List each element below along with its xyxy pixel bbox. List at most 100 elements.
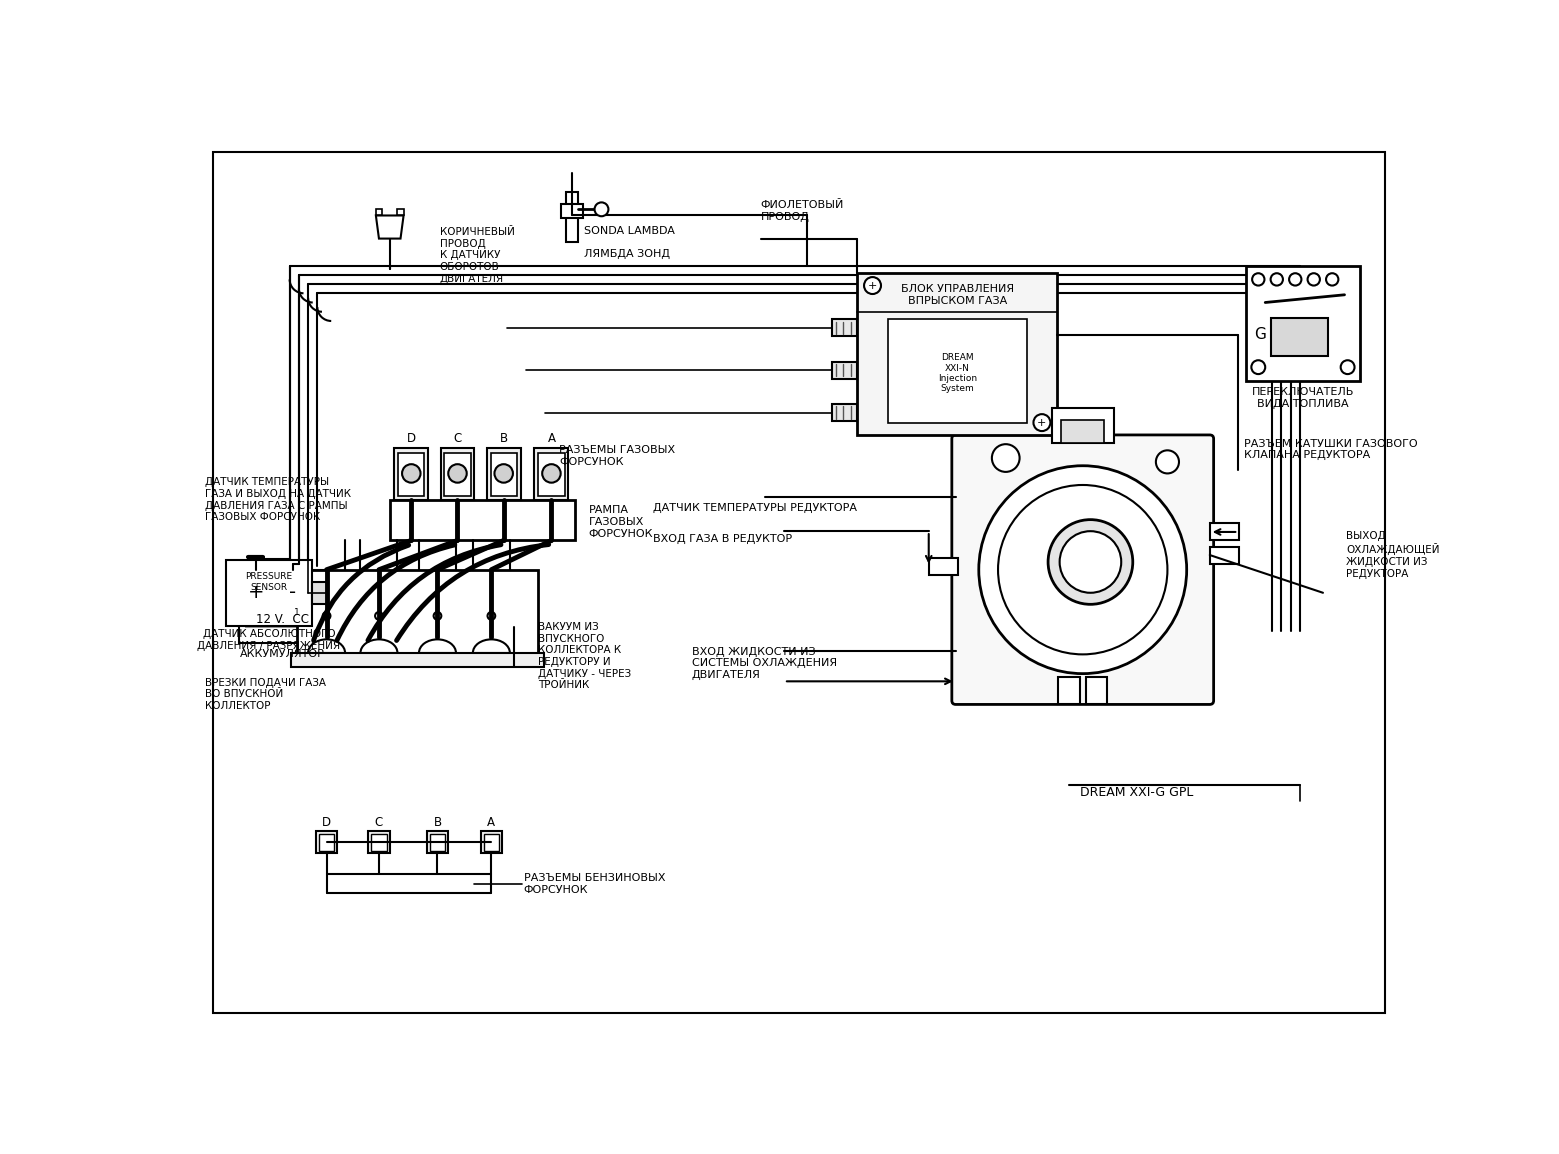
Bar bbox=[1052, 409, 1113, 443]
Text: ПЕРЕКЛЮЧАТЕЛЬ
ВИДА ТОПЛИВА: ПЕРЕКЛЮЧАТЕЛЬ ВИДА ТОПЛИВА bbox=[1252, 387, 1355, 409]
Text: РАЗЪЕМЫ ГАЗОВЫХ
ФОРСУНОК: РАЗЪЕМЫ ГАЗОВЫХ ФОРСУНОК bbox=[560, 445, 675, 466]
Text: РАМПА
ГАЗОВЫХ
ФОРСУНОК: РАМПА ГАЗОВЫХ ФОРСУНОК bbox=[588, 505, 653, 539]
Bar bbox=[889, 320, 1026, 424]
Circle shape bbox=[449, 464, 466, 482]
Text: КОРИЧНЕВЫЙ
ПРОВОД
К ДАТЧИКУ
ОБОРОТОВ
ДВИГАТЕЛЯ: КОРИЧНЕВЫЙ ПРОВОД К ДАТЧИКУ ОБОРОТОВ ДВИ… bbox=[440, 227, 514, 284]
Bar bbox=[371, 834, 387, 850]
Bar bbox=[1085, 677, 1107, 704]
Text: G: G bbox=[1253, 328, 1266, 343]
Circle shape bbox=[594, 202, 608, 216]
Circle shape bbox=[1341, 360, 1355, 374]
Circle shape bbox=[543, 464, 561, 482]
Circle shape bbox=[998, 485, 1168, 654]
Circle shape bbox=[1060, 531, 1121, 593]
Circle shape bbox=[1327, 273, 1338, 285]
Text: ВРЕЗКИ ПОДАЧИ ГАЗА
ВО ВПУСКНОЙ
КОЛЛЕКТОР: ВРЕЗКИ ПОДАЧИ ГАЗА ВО ВПУСКНОЙ КОЛЛЕКТОР bbox=[204, 677, 326, 711]
Circle shape bbox=[433, 612, 441, 620]
Text: ВЫХОД
ОХЛАЖДАЮЩЕЙ
ЖИДКОСТИ ИЗ
РЕДУКТОРА: ВЫХОД ОХЛАЖДАЮЩЕЙ ЖИДКОСТИ ИЗ РЕДУКТОРА bbox=[1345, 531, 1439, 578]
Bar bbox=[857, 273, 1057, 435]
Text: PRESSURE
SENSOR: PRESSURE SENSOR bbox=[245, 572, 293, 592]
Bar bbox=[833, 404, 857, 421]
Text: C: C bbox=[454, 433, 461, 445]
Text: C: C bbox=[374, 816, 384, 829]
Text: ДАТЧИК ТЕМПЕРАТУРЫ РЕДУКТОРА: ДАТЧИК ТЕМПЕРАТУРЫ РЕДУКТОРА bbox=[653, 503, 857, 514]
Bar bbox=[292, 653, 544, 667]
Bar bbox=[1246, 265, 1359, 381]
Text: B: B bbox=[499, 433, 508, 445]
Text: ДАТЧИК АБСОЛЮТНОГО
ДАВЛЕНИЯ / РАЗРЯЖЕНИЯ: ДАТЧИК АБСОЛЮТНОГО ДАВЛЕНИЯ / РАЗРЯЖЕНИЯ bbox=[198, 629, 340, 651]
Bar bbox=[430, 834, 446, 850]
Text: БЛОК УПРАВЛЕНИЯ
ВПРЫСКОМ ГАЗА: БЛОК УПРАВЛЕНИЯ ВПРЫСКОМ ГАЗА bbox=[901, 284, 1013, 306]
Bar bbox=[398, 452, 424, 496]
Bar bbox=[320, 834, 334, 850]
Text: АККУМУЛЯТОР: АККУМУЛЯТОР bbox=[240, 650, 326, 659]
Bar bbox=[483, 834, 499, 850]
Bar bbox=[376, 209, 382, 216]
Bar bbox=[491, 452, 516, 496]
Bar bbox=[444, 452, 471, 496]
Circle shape bbox=[494, 464, 513, 482]
Polygon shape bbox=[376, 216, 404, 239]
Circle shape bbox=[376, 612, 384, 620]
Circle shape bbox=[992, 444, 1020, 472]
Text: +: + bbox=[248, 583, 263, 602]
Bar bbox=[561, 204, 583, 218]
Circle shape bbox=[864, 277, 881, 294]
Bar bbox=[1210, 524, 1239, 540]
Circle shape bbox=[1308, 273, 1320, 285]
Text: ЛЯМБДА ЗОНД: ЛЯМБДА ЗОНД bbox=[583, 249, 670, 258]
Text: B: B bbox=[433, 816, 441, 829]
FancyBboxPatch shape bbox=[953, 435, 1213, 704]
Text: +: + bbox=[1037, 418, 1046, 428]
Text: ВАКУУМ ИЗ
ВПУСКНОГО
КОЛЛЕКТОРА К
РЕДУКТОРУ И
ДАТЧИКУ - ЧЕРЕЗ
ТРОЙНИК: ВАКУУМ ИЗ ВПУСКНОГО КОЛЛЕКТОРА К РЕДУКТО… bbox=[538, 622, 631, 690]
Bar bbox=[368, 832, 390, 853]
Text: A: A bbox=[488, 816, 496, 829]
Circle shape bbox=[402, 464, 421, 482]
Bar bbox=[298, 570, 538, 653]
Text: D: D bbox=[323, 816, 331, 829]
Circle shape bbox=[488, 612, 496, 620]
Circle shape bbox=[979, 466, 1186, 674]
Circle shape bbox=[1252, 360, 1266, 374]
Circle shape bbox=[1155, 450, 1179, 473]
Bar bbox=[398, 209, 404, 216]
Text: 1: 1 bbox=[293, 608, 299, 617]
Bar bbox=[833, 320, 857, 336]
Text: DREAM XXI-G GPL: DREAM XXI-G GPL bbox=[1080, 787, 1194, 800]
Text: 12 V.  CC: 12 V. CC bbox=[256, 613, 309, 627]
Text: РАЗЪЕМЫ БЕНЗИНОВЫХ
ФОРСУНОК: РАЗЪЕМЫ БЕНЗИНОВЫХ ФОРСУНОК bbox=[524, 874, 666, 894]
Bar bbox=[226, 561, 312, 625]
Circle shape bbox=[1252, 273, 1264, 285]
Text: D: D bbox=[407, 433, 416, 445]
Bar bbox=[929, 559, 957, 575]
Bar bbox=[1271, 317, 1328, 357]
Bar bbox=[427, 832, 449, 853]
Text: +: + bbox=[868, 280, 878, 291]
Circle shape bbox=[1034, 414, 1051, 432]
Bar bbox=[480, 832, 502, 853]
Text: РАЗЪЕМ КАТУШКИ ГАЗОВОГО
КЛАПАНА РЕДУКТОРА: РАЗЪЕМ КАТУШКИ ГАЗОВОГО КЛАПАНА РЕДУКТОР… bbox=[1244, 439, 1419, 460]
Bar bbox=[316, 832, 337, 853]
Bar bbox=[312, 582, 327, 604]
Text: ДАТЧИК ТЕМПЕРАТУРЫ
ГАЗА И ВЫХОД НА ДАТЧИК
ДАВЛЕНИЯ ГАЗА С РАМПЫ
ГАЗОВЫХ ФОРСУНОК: ДАТЧИК ТЕМПЕРАТУРЫ ГАЗА И ВЫХОД НА ДАТЧИ… bbox=[204, 478, 351, 522]
Bar bbox=[535, 448, 569, 501]
Bar bbox=[1210, 547, 1239, 563]
Text: ВХОД ГАЗА В РЕДУКТОР: ВХОД ГАЗА В РЕДУКТОР bbox=[653, 534, 792, 544]
Text: SONDA LAMBDA: SONDA LAMBDA bbox=[583, 226, 675, 235]
Text: ВХОД ЖИДКОСТИ ИЗ
СИСТЕМЫ ОХЛАЖДЕНИЯ
ДВИГАТЕЛЯ: ВХОД ЖИДКОСТИ ИЗ СИСТЕМЫ ОХЛАЖДЕНИЯ ДВИГ… bbox=[692, 646, 837, 680]
Circle shape bbox=[323, 612, 331, 620]
Bar bbox=[441, 448, 474, 501]
Bar bbox=[1062, 420, 1104, 443]
Bar bbox=[390, 501, 575, 540]
Bar bbox=[239, 570, 327, 643]
Bar bbox=[566, 193, 578, 242]
Bar bbox=[394, 448, 429, 501]
Circle shape bbox=[1289, 273, 1302, 285]
Bar bbox=[538, 452, 564, 496]
Text: DREAM
XXI-N
Injection
System: DREAM XXI-N Injection System bbox=[937, 353, 977, 394]
Bar bbox=[833, 362, 857, 379]
Text: ФИОЛЕТОВЫЙ
ПРОВОД: ФИОЛЕТОВЫЙ ПРОВОД bbox=[761, 200, 845, 222]
Circle shape bbox=[1048, 519, 1133, 605]
Circle shape bbox=[1271, 273, 1283, 285]
Bar bbox=[486, 448, 521, 501]
